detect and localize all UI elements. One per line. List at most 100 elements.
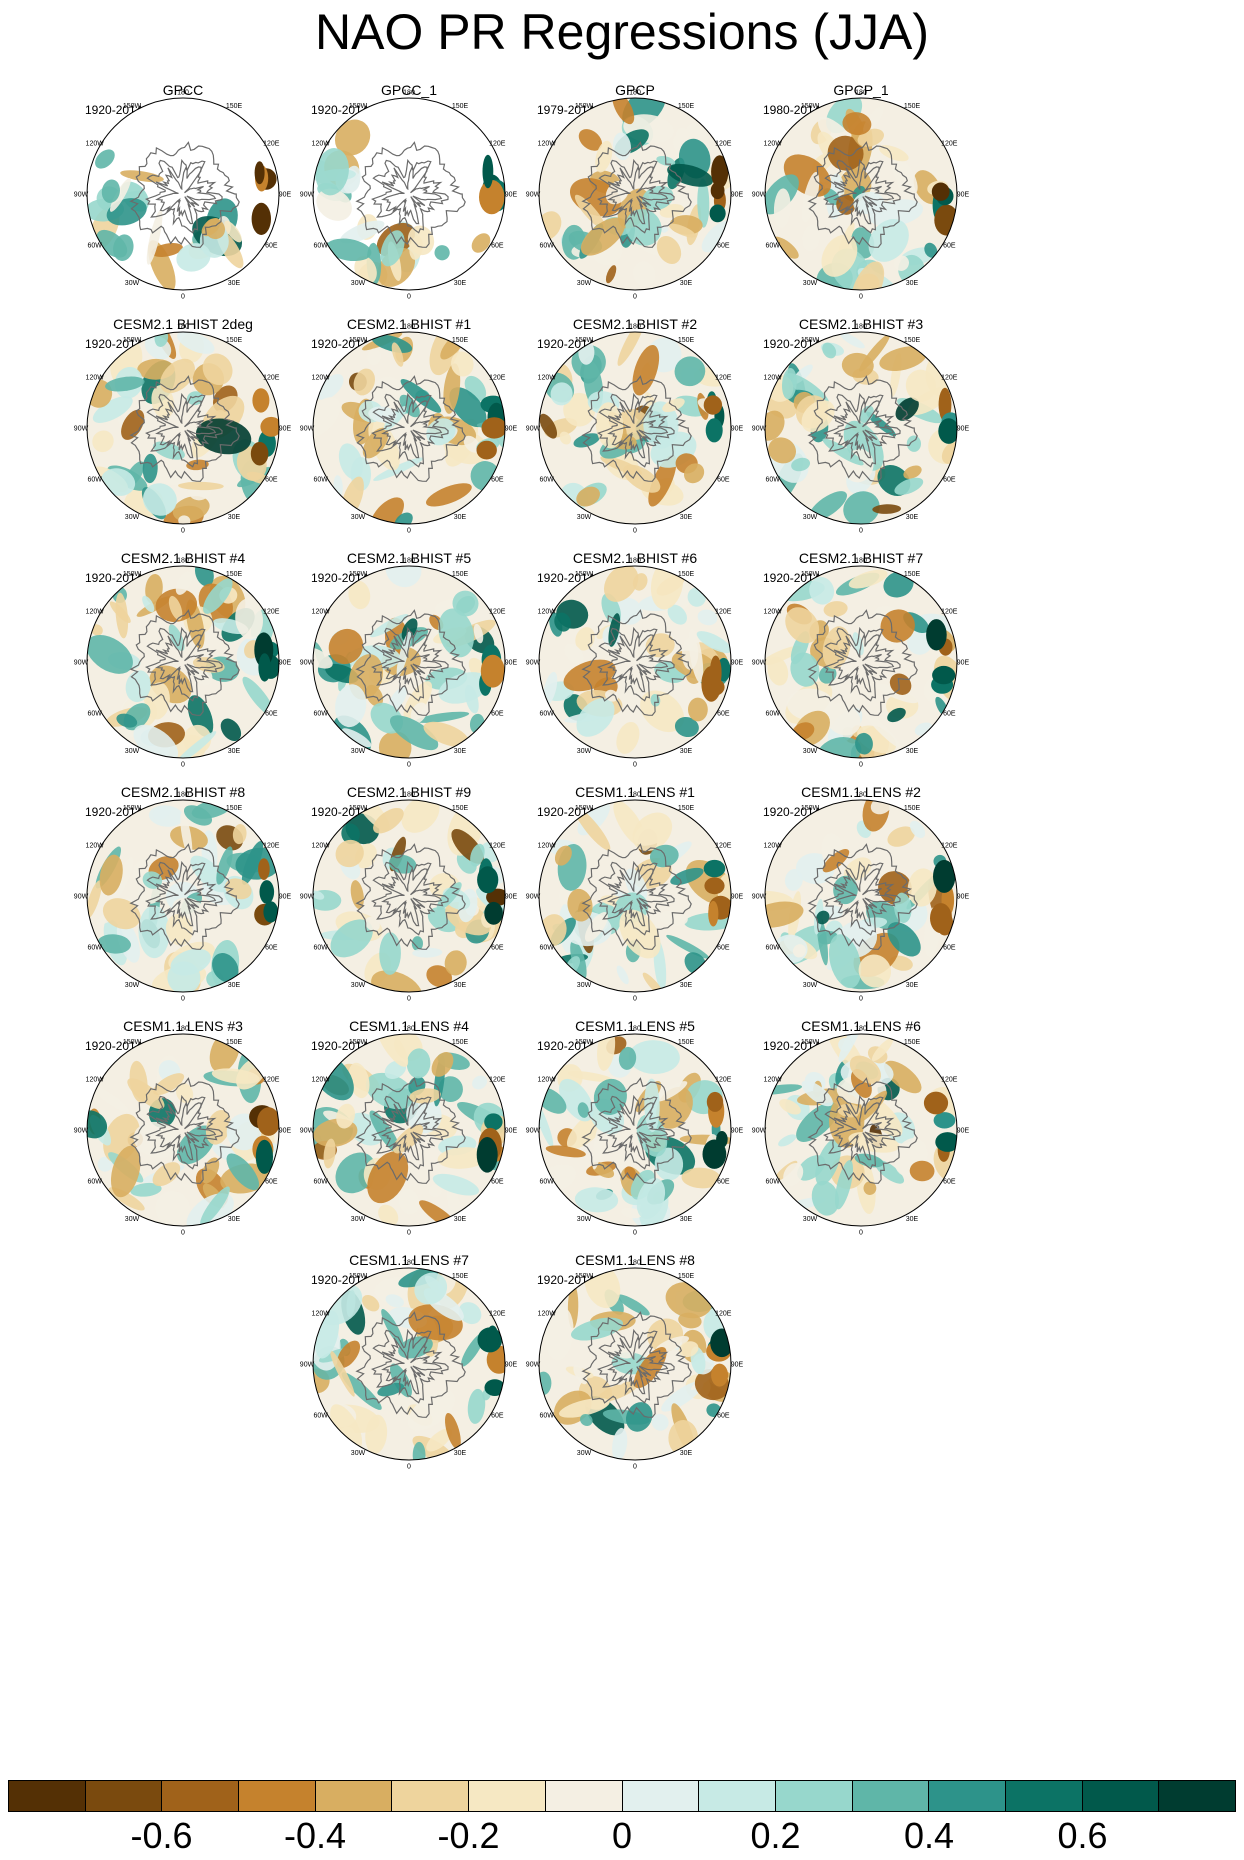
colorbar-box [315, 1781, 393, 1811]
map-boundary [86, 799, 280, 993]
colorbar-box [9, 1781, 86, 1811]
longitude-label: 90E [957, 660, 970, 667]
longitude-label: 30W [125, 280, 140, 287]
longitude-label: 120E [715, 1311, 732, 1318]
longitude-label: 90W [526, 1128, 541, 1135]
longitude-label: 60W [313, 477, 328, 484]
longitude-label: 90W [526, 192, 541, 199]
longitude-label: 30W [577, 748, 592, 755]
map-panel: CESM2.1 BHIST #5 1920-2014 180 150E 120E 90E 6… [300, 550, 579, 810]
colorbar-label: 0 [611, 1815, 633, 1856]
longitude-label: 60E [717, 243, 730, 250]
polar-map: 180 150E 120E 90E 60E 30E 0 30W 60W 90W 120W 150W [526, 1260, 744, 1471]
panel-period: 1920-2014 [763, 571, 821, 585]
longitude-label: 150W [349, 1039, 368, 1046]
colorbar-label: -0.6 [130, 1815, 193, 1856]
longitude-label: 90W [752, 1128, 767, 1135]
longitude-label: 60E [491, 243, 504, 250]
longitude-label: 30E [228, 280, 241, 287]
longitude-label: 30E [906, 514, 919, 521]
polar-map: 180 150E 120E 90E 60E 30E 0 30W 60W 90W 120W 150W [300, 324, 518, 535]
longitude-label: 120E [941, 1077, 958, 1084]
longitude-label: 120W [538, 1077, 557, 1084]
longitude-label: 30W [125, 1216, 140, 1223]
panel-period: 1979-2014 [537, 103, 595, 117]
longitude-label: 150E [678, 103, 695, 110]
longitude-label: 120W [86, 843, 105, 850]
longitude-label: 30E [680, 982, 693, 989]
longitude-label: 90W [74, 426, 89, 433]
longitude-label: 120E [941, 375, 958, 382]
longitude-label: 150W [801, 103, 820, 110]
longitude-label: 90E [505, 192, 518, 199]
polar-map: 180 150E 120E 90E 60E 30E 0 30W 60W 90W 120W 150W [526, 324, 744, 535]
polar-map: 180 150E 120E 90E 60E 30E 0 30W 60W 90W 120W 150W [526, 558, 744, 769]
map-boundary [86, 331, 280, 525]
longitude-label: 30E [228, 1216, 241, 1223]
longitude-label: 0 [407, 996, 411, 1003]
longitude-label: 60W [87, 477, 102, 484]
map-panel: CESM1.1 LENS #6 1920-2014 180 150E 120E 90E 60… [752, 1018, 1031, 1278]
longitude-label: 0 [633, 294, 637, 301]
longitude-label: 150E [678, 571, 695, 578]
longitude-label: 30E [454, 982, 467, 989]
panel-title: CESM1.1 LENS #1 [575, 784, 695, 800]
longitude-label: 150E [678, 1039, 695, 1046]
colorbar [8, 1780, 1236, 1812]
map-panel: GPCC 1920-2014 180 150E 120E 90E 60E 30E 0 30W 60W… [74, 82, 353, 342]
map-boundary [538, 565, 732, 759]
longitude-label: 120E [263, 375, 280, 382]
longitude-label: 120E [489, 1077, 506, 1084]
colorbar-box [699, 1781, 776, 1811]
colorbar-box [392, 1781, 470, 1811]
longitude-label: 180 [629, 1026, 641, 1033]
polar-map: 180 150E 120E 90E 60E 30E 0 30W 60W 90W 120W 150W [300, 1260, 518, 1471]
map-panel: CESM2.1 BHIST #7 1920-2014 180 150E 120E 90E 6… [752, 550, 1031, 810]
longitude-label: 90E [731, 192, 744, 199]
panel-period: 1920-2014 [537, 805, 595, 819]
longitude-label: 30E [454, 1450, 467, 1457]
longitude-label: 120E [941, 609, 958, 616]
longitude-label: 90E [279, 1128, 292, 1135]
map-panel: GPCC_1 1920-2014 180 150E 120E 90E 60E 30E 0 30W 6… [300, 82, 579, 342]
colorbar-box [1005, 1781, 1083, 1811]
panel-title: CESM2.1 BHIST #9 [346, 784, 472, 800]
panel-period: 1920-2014 [85, 337, 143, 351]
longitude-label: 150E [904, 1039, 921, 1046]
longitude-label: 120W [312, 843, 331, 850]
longitude-label: 30W [577, 1450, 592, 1457]
longitude-label: 60E [943, 945, 956, 952]
longitude-label: 120E [489, 141, 506, 148]
map-boundary [312, 799, 506, 993]
longitude-label: 90W [74, 894, 89, 901]
map-panel: CESM2.1 BHIST 2deg 1920-2014 180 150E 120E 90… [74, 316, 353, 576]
panel-title: CESM2.1 BHIST #2 [572, 316, 698, 332]
longitude-label: 60E [265, 711, 278, 718]
longitude-label: 90W [74, 660, 89, 667]
longitude-label: 90E [505, 1362, 518, 1369]
colorbar-box [1159, 1781, 1235, 1811]
longitude-label: 60W [765, 243, 780, 250]
colorbar-box [775, 1781, 853, 1811]
longitude-label: 30E [906, 748, 919, 755]
map-boundary [538, 331, 732, 525]
longitude-label: 90E [731, 660, 744, 667]
panel-period: 1920-2014 [311, 1039, 369, 1053]
panel-period: 1920-2014 [311, 571, 369, 585]
map-boundary [312, 97, 506, 291]
longitude-label: 180 [177, 1026, 189, 1033]
longitude-label: 180 [629, 90, 641, 97]
longitude-label: 120W [86, 609, 105, 616]
longitude-label: 150E [678, 805, 695, 812]
polar-map: 180 150E 120E 90E 60E 30E 0 30W 60W 90W 120W 150W [752, 90, 970, 301]
map-panel: CESM1.1 LENS #7 1920-2014 180 150E 120E 90E 60… [300, 1252, 579, 1512]
longitude-label: 0 [181, 762, 185, 769]
longitude-label: 0 [633, 762, 637, 769]
longitude-label: 180 [629, 558, 641, 565]
longitude-label: 60E [717, 945, 730, 952]
longitude-label: 120E [263, 141, 280, 148]
longitude-label: 0 [859, 996, 863, 1003]
longitude-label: 120E [715, 141, 732, 148]
panel-title: CESM1.1 LENS #7 [349, 1252, 469, 1268]
longitude-label: 30W [803, 280, 818, 287]
